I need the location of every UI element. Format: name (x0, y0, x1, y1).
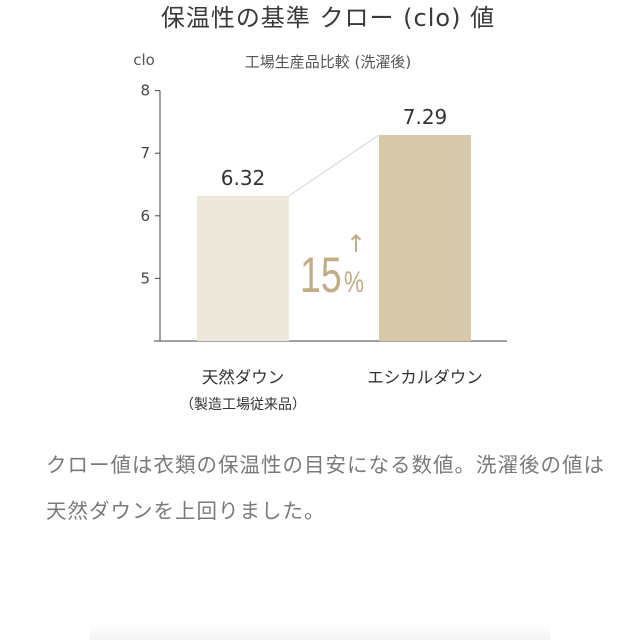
y-axis-label: clo (133, 51, 155, 69)
connector-line (288, 134, 380, 197)
y-tick-label: 7 (140, 144, 150, 162)
bar-chart: 工場生産品比較 (洗濯後) clo 5 6 7 8 6.32 天然ダウン （製造工場従来品… (133, 51, 507, 413)
x-tick-label: エシカルダウン (367, 368, 483, 387)
y-tick-label: 6 (140, 207, 150, 225)
bars (197, 134, 471, 341)
data-label: 7.29 (403, 105, 448, 129)
data-label: 6.32 (221, 166, 266, 190)
increase-percent: % (344, 265, 364, 299)
description-text: クロー値は衣類の保温性の目安になる数値。洗濯後の値は天然ダウンを上回りました。 (46, 453, 605, 523)
bar (197, 195, 289, 341)
y-tick-label: 5 (140, 269, 150, 287)
labels: 6.32 天然ダウン （製造工場従来品） 7.29 エシカルダウン 15 % ↑ (180, 105, 483, 413)
chart-title: 保温性の基準 クロー (clo) 値 (160, 4, 496, 32)
up-arrow-icon: ↑ (346, 230, 366, 258)
y-tick-label: 8 (140, 82, 150, 100)
faded-footer (90, 624, 550, 640)
chart-subtitle: 工場生産品比較 (洗濯後) (245, 53, 411, 71)
increase-number: 15 (300, 248, 342, 303)
bar (379, 135, 471, 341)
x-tick-label: 天然ダウン (202, 368, 285, 387)
category-note: （製造工場従来品） (180, 397, 306, 413)
